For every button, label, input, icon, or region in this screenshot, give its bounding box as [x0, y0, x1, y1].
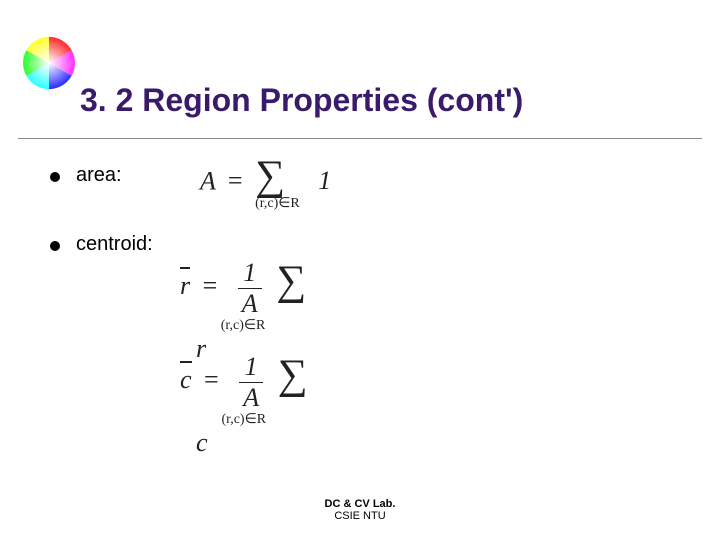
- sigma-icon: ∑: [276, 258, 306, 304]
- formula-centroid-c: c = 1 A ∑ (r,c)∈R c: [180, 352, 308, 458]
- formula-rhs: 1: [318, 166, 331, 195]
- footer-line-1: DC & CV Lab.: [0, 498, 720, 510]
- bullet-label-area: area:: [76, 164, 122, 187]
- formula-lhs: r: [180, 271, 190, 301]
- color-wheel-logo: [20, 34, 78, 92]
- fraction-den: A: [238, 289, 262, 319]
- summation-sub: (r,c)∈R: [255, 195, 300, 212]
- bullet-icon: [50, 172, 60, 182]
- equals-sign: =: [228, 166, 243, 195]
- formula-lhs: A: [200, 166, 215, 195]
- sigma-icon: ∑: [278, 352, 308, 398]
- formula-area: A = ∑ (r,c)∈R 1: [200, 155, 331, 212]
- title-underline: [18, 138, 702, 139]
- equals-sign: =: [203, 271, 218, 300]
- summation-sub: (r,c)∈R: [180, 317, 306, 334]
- list-item: area:: [50, 164, 153, 187]
- bullet-list: area: centroid:: [50, 164, 153, 302]
- formula-rhs: c: [196, 428, 208, 457]
- fraction-den: A: [239, 383, 263, 413]
- fraction: 1 A: [238, 258, 262, 319]
- list-item: centroid:: [50, 233, 153, 256]
- slide-title: 3. 2 Region Properties (cont'): [80, 82, 523, 119]
- summation: ∑ (r,c)∈R: [255, 155, 300, 212]
- footer-line-2: CSIE NTU: [0, 510, 720, 522]
- formula-centroid-r: r = 1 A ∑ (r,c)∈R r: [180, 258, 306, 364]
- formula-lhs: c: [180, 365, 192, 395]
- bullet-label-centroid: centroid:: [76, 233, 153, 256]
- sigma-icon: ∑: [255, 153, 285, 199]
- fraction-num: 1: [238, 258, 262, 289]
- slide: 3. 2 Region Properties (cont') area: cen…: [0, 0, 720, 540]
- fraction-num: 1: [239, 352, 263, 383]
- fraction: 1 A: [239, 352, 263, 413]
- summation-sub: (r,c)∈R: [180, 411, 308, 428]
- bullet-icon: [50, 241, 60, 251]
- footer: DC & CV Lab. CSIE NTU: [0, 498, 720, 522]
- equals-sign: =: [204, 365, 219, 394]
